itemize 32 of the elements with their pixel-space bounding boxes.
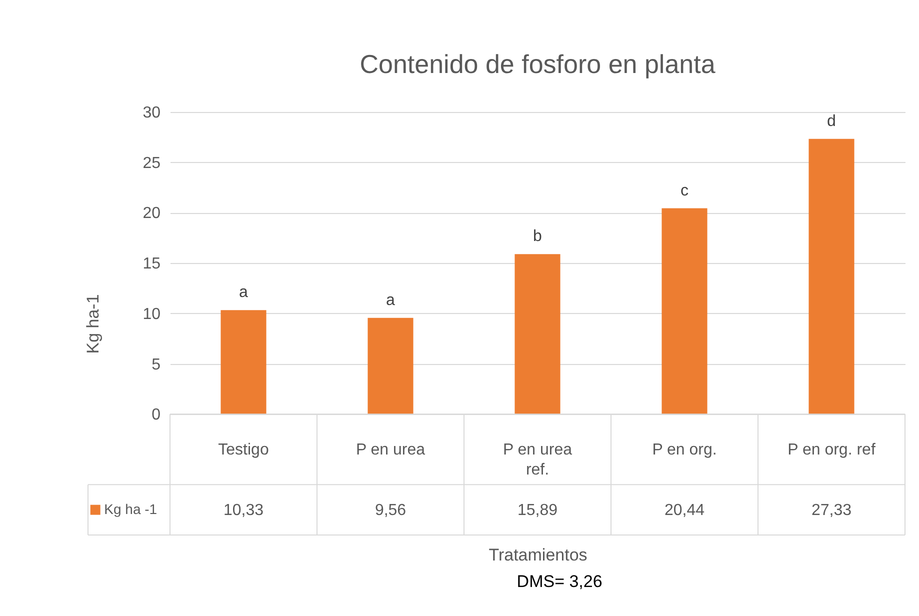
annotation: b bbox=[533, 228, 542, 246]
legend-label: Kg ha -1 bbox=[104, 500, 158, 517]
bar bbox=[368, 318, 414, 414]
annotation: a bbox=[386, 292, 396, 309]
y-tick-label: 10 bbox=[142, 306, 161, 323]
x-tick-label: Testigo bbox=[218, 441, 269, 458]
bar bbox=[662, 208, 708, 414]
x-tick-label: P en urea bbox=[356, 441, 426, 458]
annotation: d bbox=[827, 112, 836, 130]
chart-title: Contenido de fosforo en planta bbox=[360, 49, 716, 79]
annotation: a bbox=[239, 284, 248, 302]
y-tick-label: 20 bbox=[142, 205, 161, 222]
data-label: 15,89 bbox=[517, 502, 558, 519]
x-tick-label: P en org. ref bbox=[788, 441, 876, 458]
data-label: 20,44 bbox=[664, 502, 705, 519]
bar bbox=[808, 138, 854, 414]
y-tick-label: 0 bbox=[152, 406, 161, 424]
x-tick-label: P en urea ref. bbox=[502, 441, 572, 478]
annotation: c bbox=[680, 182, 688, 200]
y-axis-title: Kg ha-1 bbox=[84, 294, 103, 354]
x-axis-title: Tratamientos bbox=[488, 546, 588, 564]
data-label: 27,33 bbox=[811, 502, 852, 519]
y-tick-label: 5 bbox=[152, 356, 161, 374]
bar bbox=[220, 310, 266, 414]
y-tick-label: 25 bbox=[142, 154, 161, 172]
data-label: 10,33 bbox=[223, 502, 264, 519]
y-tick-label: 15 bbox=[142, 256, 161, 273]
x-tick-label: P en org. bbox=[652, 441, 717, 458]
data-label: 9,56 bbox=[374, 502, 406, 519]
bar bbox=[514, 254, 560, 414]
text: DMS= 3,26 bbox=[516, 572, 602, 591]
y-tick-label: 30 bbox=[142, 104, 161, 122]
